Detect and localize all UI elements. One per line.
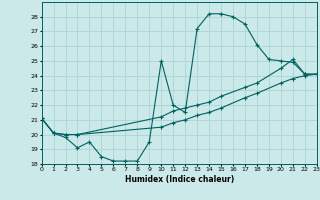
X-axis label: Humidex (Indice chaleur): Humidex (Indice chaleur)	[124, 175, 234, 184]
